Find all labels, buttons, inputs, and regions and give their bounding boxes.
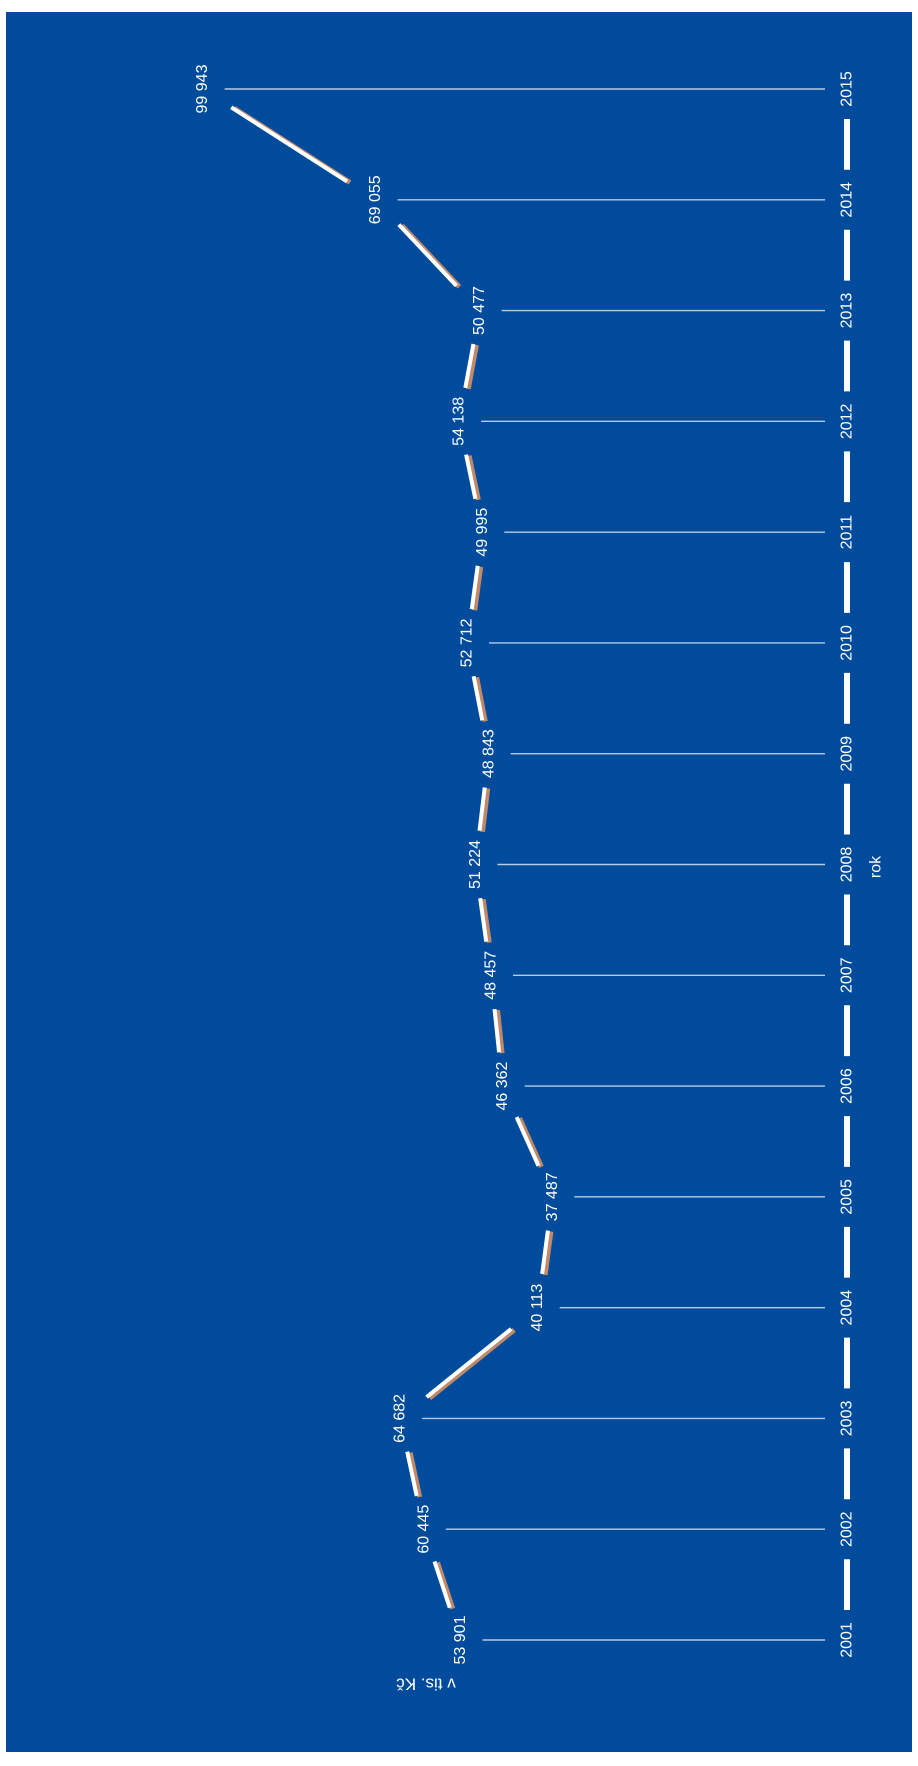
series-segment-shadow <box>480 898 492 943</box>
value-labels: 53 901 60 445 64 682 40 113 37 487 46 362 48 4… <box>194 64 561 1664</box>
x-tick-label-2008: 2008 <box>839 847 856 883</box>
series-segment-2008-2009 <box>477 787 487 831</box>
value-label-2002: 60 445 <box>415 1505 432 1554</box>
series-segment-shadow <box>495 1009 505 1054</box>
series-segment-shadow <box>407 1452 423 1498</box>
value-label-2010: 52 712 <box>459 618 476 667</box>
line-chart: 53 901 60 445 64 682 40 113 37 487 46 362 48 4… <box>194 64 885 1694</box>
value-label-2008: 51 224 <box>467 840 484 889</box>
x-tick-label-2012: 2012 <box>839 403 856 439</box>
value-label-2007: 48 457 <box>482 951 499 1000</box>
series-segment-shadow <box>472 566 484 611</box>
x-tick-label-2007: 2007 <box>839 957 856 993</box>
x-tick-label-2009: 2009 <box>839 736 856 772</box>
series-segment-shadow <box>435 1561 456 1610</box>
x-tick-label-2001: 2001 <box>839 1622 856 1658</box>
value-label-2009: 48 843 <box>480 729 497 778</box>
value-label-2011: 49 995 <box>474 508 491 557</box>
x-tick-labels: 2001 2002 2003 2004 2005 2006 2007 2008 2009 2010… <box>839 71 856 1658</box>
series-segment-2006-2007 <box>492 1008 502 1053</box>
x-tick-label-2004: 2004 <box>839 1290 856 1326</box>
series-segment-shadow <box>466 455 481 501</box>
series-segment-2010-2011 <box>469 565 480 610</box>
chart-canvas: 53 901 60 445 64 682 40 113 37 487 46 362 48 4… <box>6 12 912 1752</box>
value-label-2001: 53 901 <box>452 1615 469 1664</box>
y-axis-label: v tis. Kč <box>396 1675 456 1694</box>
x-tick-label-2005: 2005 <box>839 1179 856 1215</box>
series-segment-shadow <box>542 1231 554 1276</box>
series-segment-2014-2015 <box>230 105 349 184</box>
value-label-2003: 64 682 <box>392 1394 409 1443</box>
series-segment-2004-2005 <box>540 1230 550 1275</box>
value-label-2004: 40 113 <box>529 1284 546 1332</box>
x-tick-label-2003: 2003 <box>839 1401 856 1437</box>
x-tick-label-2014: 2014 <box>839 182 856 218</box>
value-label-2006: 46 362 <box>494 1062 511 1111</box>
series-segment-2002-2003 <box>405 1451 419 1497</box>
x-tick-label-2006: 2006 <box>839 1068 856 1104</box>
series-segment-2007-2008 <box>478 897 489 942</box>
value-label-2015: 99 943 <box>194 64 211 113</box>
x-axis-label: rok <box>868 855 885 878</box>
series-segment-shadow <box>480 788 491 833</box>
value-label-2012: 54 138 <box>451 397 468 446</box>
series-segment-2005-2006 <box>514 1116 541 1167</box>
value-label-2014: 69 055 <box>367 175 384 224</box>
value-label-2013: 50 477 <box>471 286 488 335</box>
value-label-2005: 37 487 <box>544 1172 561 1221</box>
series-segment-shadow <box>474 676 488 722</box>
x-tick-label-2013: 2013 <box>839 293 856 329</box>
series-segment-2012-2013 <box>463 343 476 389</box>
series-segment-2001-2002 <box>432 1560 452 1609</box>
series-segment-2011-2012 <box>464 454 478 500</box>
x-tick-label-2010: 2010 <box>839 625 856 661</box>
x-tick-label-2002: 2002 <box>839 1511 856 1547</box>
series-segment-shadow <box>427 1328 516 1401</box>
series-segment-2013-2014 <box>397 223 458 288</box>
series-line <box>230 105 554 1610</box>
series-segment-shadow <box>465 344 479 390</box>
series-segment-2009-2010 <box>471 675 485 721</box>
x-tick-label-2011: 2011 <box>839 515 856 550</box>
x-tick-label-2015: 2015 <box>839 71 856 107</box>
drop-lines <box>224 88 825 1641</box>
series-segment-shadow <box>517 1117 544 1168</box>
series-segment-2003-2004 <box>425 1327 513 1399</box>
